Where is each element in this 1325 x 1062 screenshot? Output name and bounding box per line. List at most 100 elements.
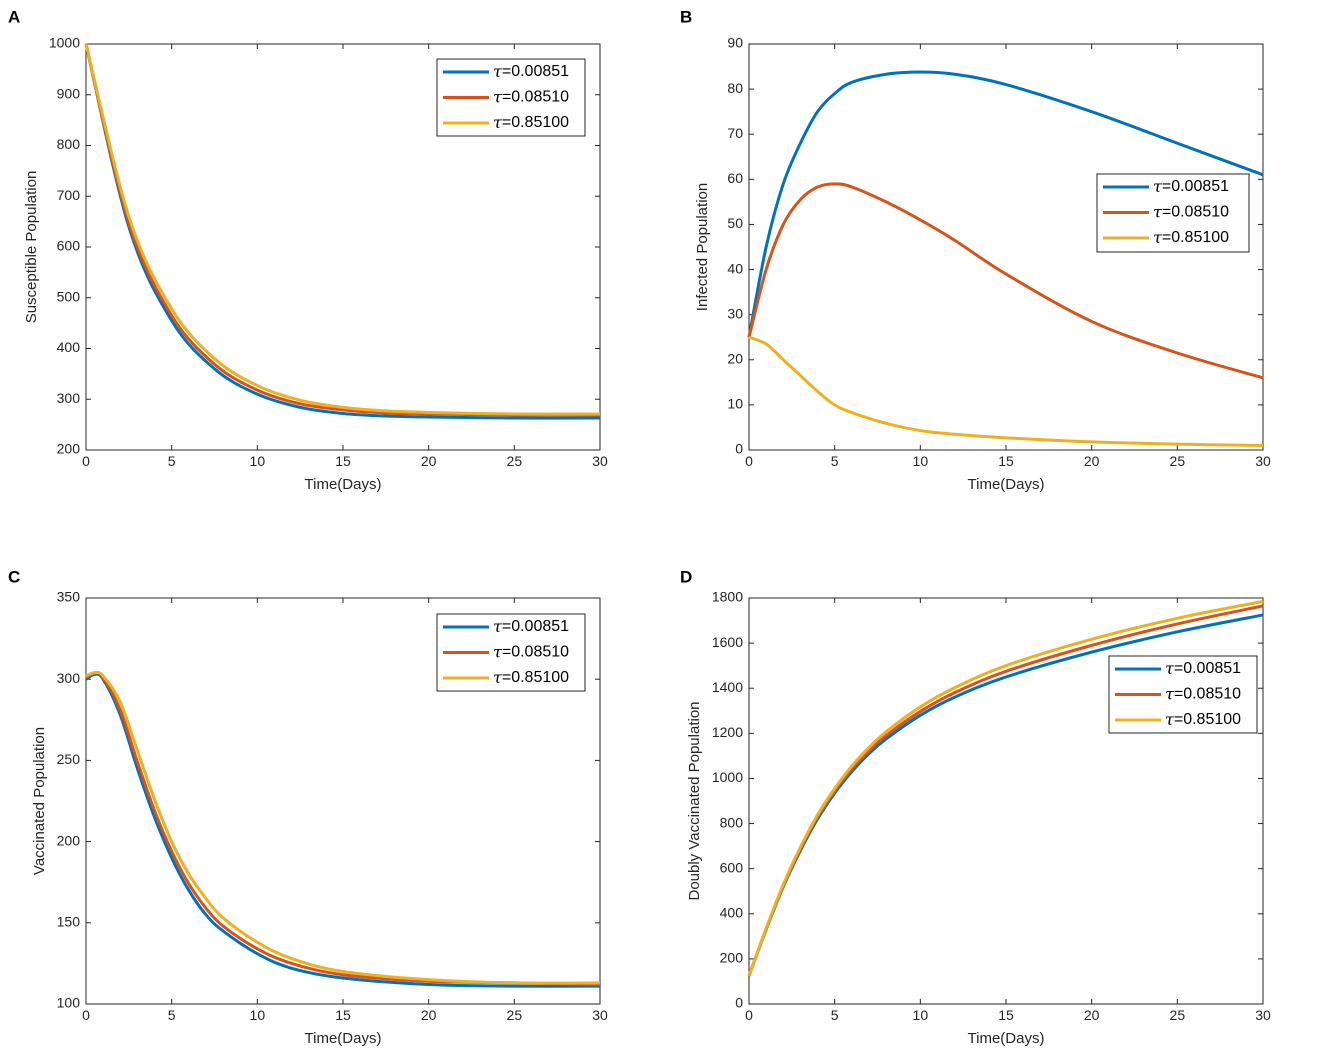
y-tick-label: 300 — [57, 670, 81, 686]
legend-entry: τ=0.08510 — [1153, 202, 1229, 221]
y-tick-label: 400 — [57, 339, 81, 355]
x-axis-label: Time(Days) — [968, 1030, 1045, 1047]
legend-tau-symbol: τ — [493, 668, 503, 687]
legend-tau-value: =0.00851 — [502, 63, 569, 80]
panel-b: B 0 5 10 15 20 25 30 0 10 20 30 40 50 60 70 80 90 Time(Day… — [680, 7, 1271, 493]
series-line-2 — [85, 671, 601, 987]
x-tick-label: 15 — [998, 1007, 1014, 1023]
y-tick-label: 800 — [720, 814, 744, 830]
y-tick-label: 40 — [727, 260, 743, 276]
legend-entry: τ=0.00851 — [493, 617, 569, 636]
y-axis-label: Susceptible Population — [23, 171, 40, 324]
x-tick-label: 30 — [592, 453, 608, 469]
series-line-1 — [747, 70, 1264, 338]
legend-tau-value: =0.00851 — [1174, 660, 1241, 677]
legend-tau-value: =0.85100 — [1174, 711, 1241, 728]
y-tick-label: 200 — [720, 950, 744, 966]
x-tick-label: 0 — [82, 1007, 90, 1023]
x-tick-label: 30 — [592, 1007, 608, 1023]
y-tick-label: 90 — [727, 35, 743, 51]
legend-tau-symbol: τ — [493, 617, 503, 636]
legend-tau-symbol: τ — [493, 87, 503, 106]
y-tick-label: 600 — [57, 238, 81, 254]
y-tick-label: 100 — [57, 995, 81, 1011]
legend-tau-value: =0.08510 — [1162, 204, 1229, 221]
series-line-3 — [747, 599, 1264, 977]
y-tick-label: 1600 — [712, 634, 743, 650]
panel-d: D 0 5 10 15 20 25 30 0 200 400 600 800 1000 1200 1400 16… — [680, 567, 1271, 1047]
y-tick-label: 1200 — [712, 724, 743, 740]
x-tick-label: 15 — [998, 453, 1014, 469]
panel-c: C 0 5 10 15 20 25 30 100 150 200 250 300 350 Time(Days… — [8, 567, 608, 1047]
y-axis-label: Infected Population — [694, 183, 711, 311]
y-tick-label: 1800 — [712, 589, 743, 605]
series-line-3 — [85, 670, 601, 985]
y-tick-label: 1000 — [712, 769, 743, 785]
legend-entry: τ=0.08510 — [493, 642, 569, 661]
x-tick-label: 5 — [831, 453, 839, 469]
legend-entry: τ=0.00851 — [1153, 177, 1229, 196]
y-tick-label: 250 — [57, 751, 81, 767]
y-tick-label: 600 — [720, 859, 744, 875]
x-tick-label: 20 — [421, 1007, 437, 1023]
series-line-3 — [748, 335, 1264, 447]
legend-tau-symbol: τ — [1165, 684, 1175, 703]
x-tick-label: 25 — [507, 1007, 523, 1023]
legend-tau-symbol: τ — [1153, 228, 1163, 247]
x-axis-label: Time(Days) — [968, 476, 1045, 493]
x-tick-label: 10 — [913, 1007, 929, 1023]
x-tick-label: 10 — [250, 453, 266, 469]
series-line-1 — [85, 672, 601, 988]
x-tick-label: 5 — [831, 1007, 839, 1023]
y-tick-label: 300 — [57, 390, 81, 406]
y-tick-label: 800 — [57, 136, 81, 152]
legend-tau-symbol: τ — [1165, 710, 1175, 729]
legend-entry: τ=0.85100 — [1165, 710, 1241, 729]
panel-label: C — [8, 567, 20, 586]
panel-label: A — [8, 7, 20, 26]
y-tick-label: 150 — [57, 914, 81, 930]
legend-tau-symbol: τ — [1153, 202, 1163, 221]
y-tick-label: 60 — [727, 170, 743, 186]
y-tick-label: 1000 — [49, 35, 80, 51]
legend-tau-value: =0.85100 — [1162, 229, 1229, 246]
y-tick-label: 400 — [720, 904, 744, 920]
x-tick-label: 20 — [1084, 1007, 1100, 1023]
x-tick-label: 25 — [507, 453, 523, 469]
y-tick-label: 80 — [727, 80, 743, 96]
legend-tau-symbol: τ — [493, 113, 503, 132]
legend-tau-value: =0.85100 — [502, 669, 569, 686]
series-line-3 — [84, 43, 601, 416]
x-axis-label: Time(Days) — [305, 1030, 382, 1047]
legend-tau-value: =0.85100 — [502, 114, 569, 131]
y-tick-label: 10 — [727, 396, 743, 412]
legend-entry: τ=0.85100 — [493, 113, 569, 132]
y-tick-label: 500 — [57, 288, 81, 304]
y-tick-label: 20 — [727, 350, 743, 366]
y-tick-label: 70 — [727, 125, 743, 141]
legend-tau-value: =0.08510 — [1174, 686, 1241, 703]
x-tick-label: 20 — [1084, 453, 1100, 469]
legend-tau-value: =0.08510 — [502, 89, 569, 106]
series-line-1 — [84, 43, 601, 420]
x-tick-label: 30 — [1255, 453, 1271, 469]
y-tick-label: 200 — [57, 832, 81, 848]
legend-entry: τ=0.08510 — [1165, 684, 1241, 703]
x-tick-label: 25 — [1170, 453, 1186, 469]
x-axis-label: Time(Days) — [305, 476, 382, 493]
legend-entry: τ=0.00851 — [493, 62, 569, 81]
x-tick-label: 5 — [168, 1007, 176, 1023]
x-tick-label: 5 — [168, 453, 176, 469]
x-tick-label: 0 — [745, 1007, 753, 1023]
y-axis-label: Vaccinated Population — [31, 727, 48, 875]
legend-tau-symbol: τ — [493, 62, 503, 81]
y-tick-label: 1400 — [712, 679, 743, 695]
x-tick-label: 15 — [335, 1007, 351, 1023]
series-line-2 — [747, 182, 1264, 380]
